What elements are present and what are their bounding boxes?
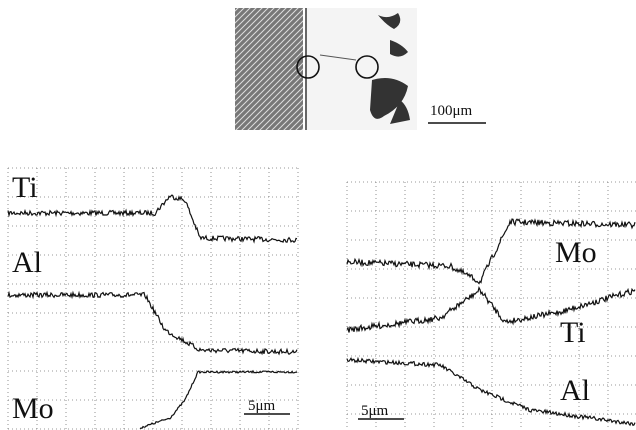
micrograph: 100μm xyxy=(235,8,486,130)
line-scan-panel: Ti Al Mo 5μm xyxy=(7,167,299,430)
trace-label: Ti xyxy=(12,171,38,204)
trace-label: Mo xyxy=(555,236,597,269)
trace xyxy=(7,290,298,356)
scale-bar-label: 5μm xyxy=(361,403,389,419)
trace xyxy=(346,218,636,285)
trace xyxy=(346,286,636,333)
grid xyxy=(346,181,636,430)
scale-bar-label: 5μm xyxy=(248,398,276,414)
trace-label: Al xyxy=(12,246,42,279)
trace xyxy=(139,369,298,430)
trace-label: Ti xyxy=(560,316,586,349)
grid xyxy=(7,167,299,430)
scale-bar-label: 100μm xyxy=(430,103,473,119)
trace xyxy=(346,356,636,427)
trace-label: Mo xyxy=(12,392,54,425)
trace-label: Al xyxy=(560,374,590,407)
trace xyxy=(7,194,298,244)
line-scan-panel: Mo Ti Al 5μm xyxy=(346,181,636,430)
